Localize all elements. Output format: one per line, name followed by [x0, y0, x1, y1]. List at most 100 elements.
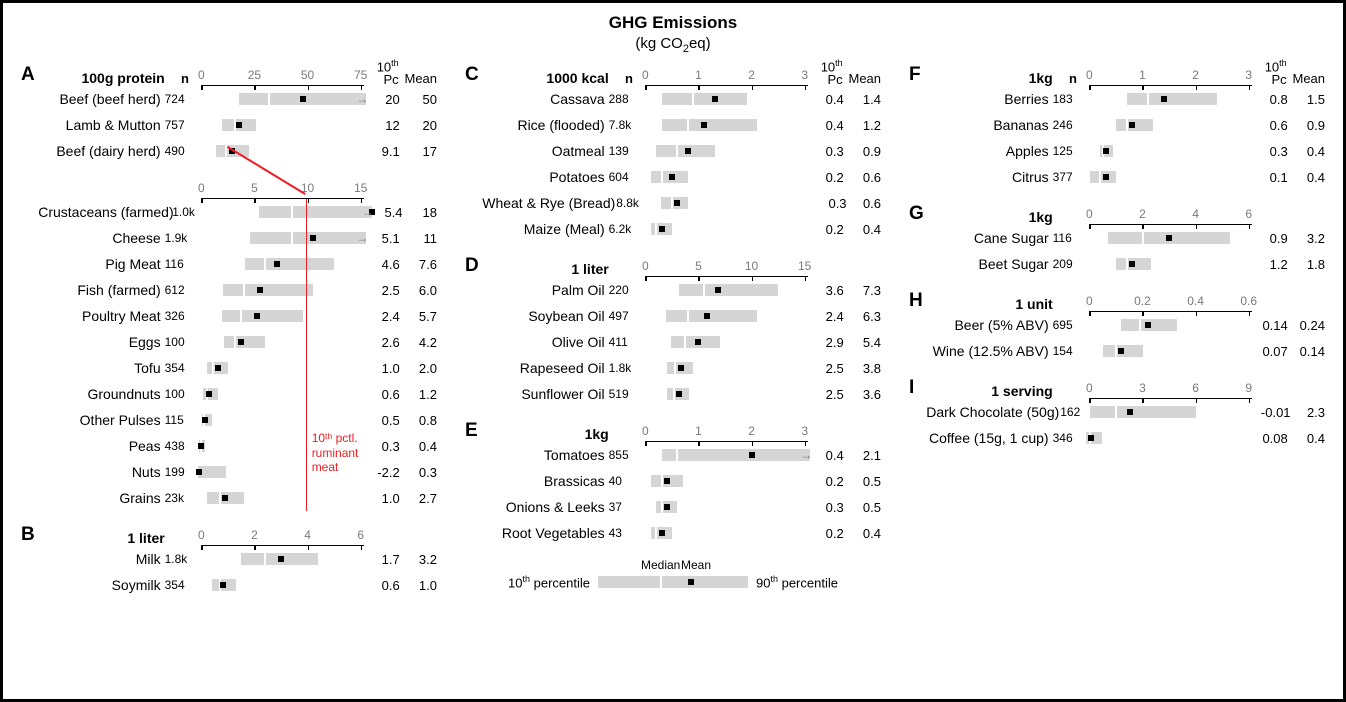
- bar-range: [224, 336, 265, 348]
- row-label: Fish (farmed): [40, 282, 165, 298]
- legend-bar: MedianMean: [598, 574, 748, 590]
- column-3: F1kgn012310thPcMeanBerries1830.81.5Banan…: [909, 59, 1325, 463]
- bar: →: [640, 447, 810, 463]
- data-row: Sunflower Oil5192.53.6: [465, 381, 881, 407]
- row-n: 326: [165, 309, 197, 323]
- row-mean: 1.2: [400, 387, 437, 402]
- data-row: Coffee (15g, 1 cup)3460.080.4: [909, 425, 1325, 451]
- axis-tick-label: 50: [301, 68, 314, 82]
- section-rows: Tomatoes855→0.42.1Brassicas400.20.5Onion…: [465, 442, 881, 546]
- row-chart-cell: [1084, 256, 1254, 272]
- axis: 00.20.40.6: [1089, 289, 1252, 312]
- data-row: Citrus3770.10.4: [909, 164, 1325, 190]
- ruminant-ref-line: [306, 199, 308, 511]
- section-header: D1 liter051015: [465, 254, 881, 277]
- axis: 0255075: [201, 63, 364, 86]
- axis-tick-label: 25: [248, 68, 261, 82]
- row-pc: 0.3: [366, 439, 400, 454]
- axis-cell: 0123: [1089, 63, 1252, 86]
- row-n: 6.2k: [609, 222, 641, 236]
- row-mean: 1.2: [844, 118, 881, 133]
- bar: [196, 256, 366, 272]
- row-n: 1.8k: [165, 552, 197, 566]
- row-pc: 0.4: [810, 448, 844, 463]
- axis-tick-label: 2: [748, 68, 755, 82]
- data-row: Apples1250.30.4: [909, 138, 1325, 164]
- col-header-pc: 10thPc: [364, 59, 399, 86]
- data-row: Berries1830.81.5: [909, 86, 1325, 112]
- data-row: Soymilk3540.61.0: [21, 572, 437, 598]
- row-n: 438: [165, 439, 197, 453]
- axis-tick-label: 9: [1245, 381, 1252, 395]
- bar: [196, 412, 366, 428]
- row-label: Tofu: [40, 360, 165, 376]
- row-chart-cell: [196, 143, 366, 159]
- axis-cell: 00.20.40.6: [1089, 289, 1252, 312]
- row-mean: 5.4: [844, 335, 881, 350]
- median-line: [1126, 256, 1128, 272]
- row-label: Grains: [40, 490, 165, 506]
- axis-tick-label: 0.4: [1187, 294, 1204, 308]
- axis-tick-label: 0: [642, 259, 649, 273]
- bar: [196, 551, 366, 567]
- section-unit-label: 1 liter: [40, 530, 169, 546]
- row-label: Wine (12.5% ABV): [928, 343, 1053, 359]
- legend-mean-label: Mean: [681, 558, 711, 572]
- mean-dot: [1103, 148, 1109, 154]
- row-n: 855: [609, 448, 641, 462]
- section-unit-label: 1kg: [928, 209, 1057, 225]
- bar: [1084, 169, 1254, 185]
- axis-tick-label: 10: [745, 259, 758, 273]
- data-row: Root Vegetables430.20.4: [465, 520, 881, 546]
- data-row: Wheat & Rye (Bread)8.8k0.30.6: [465, 190, 881, 216]
- row-pc: 2.4: [366, 309, 400, 324]
- row-pc: 5.1: [366, 231, 400, 246]
- bar-range: [259, 206, 372, 218]
- row-label: Soymilk: [40, 577, 165, 593]
- data-row: Pig Meat1164.67.6: [21, 251, 437, 277]
- row-pc: 2.9: [810, 335, 844, 350]
- row-mean: 1.8: [1288, 257, 1325, 272]
- row-pc: -0.01: [1260, 405, 1291, 420]
- section-letter: E: [465, 420, 484, 442]
- median-line: [1142, 230, 1144, 246]
- row-mean: 7.3: [844, 283, 881, 298]
- row-label: Beef (beef herd): [40, 91, 165, 107]
- row-mean: 0.5: [844, 474, 881, 489]
- row-pc: 2.5: [810, 387, 844, 402]
- row-pc: 1.7: [366, 552, 400, 567]
- section-a2: 051015Crustaceans (farmed)1.0k→5.418Chee…: [21, 176, 437, 511]
- data-row: Nuts199-2.20.3: [21, 459, 437, 485]
- median-line: [1115, 343, 1117, 359]
- row-n: 612: [165, 283, 197, 297]
- axis: 0369: [1089, 376, 1252, 399]
- section-unit-label: 1kg: [928, 70, 1057, 86]
- row-n: 246: [1053, 118, 1085, 132]
- row-mean: 2.7: [400, 491, 437, 506]
- row-label: Lamb & Mutton: [40, 117, 165, 133]
- row-label: Beer (5% ABV): [928, 317, 1053, 333]
- mean-dot: [1088, 435, 1094, 441]
- axis-tick-label: 2: [748, 424, 755, 438]
- row-mean: 11: [400, 231, 437, 246]
- row-chart-cell: [1084, 143, 1254, 159]
- bar: [1084, 343, 1254, 359]
- row-pc: 0.2: [810, 526, 844, 541]
- bar: [1090, 404, 1260, 420]
- row-label: Dark Chocolate (50g): [926, 404, 1060, 420]
- bar: →: [196, 91, 366, 107]
- row-chart-cell: →: [202, 204, 372, 220]
- axis-tick-label: 0: [1086, 381, 1093, 395]
- axis-tick-label: 3: [801, 424, 808, 438]
- axis: 0123: [1089, 63, 1252, 86]
- column-2: C1000 kcaln012310thPcMeanCassava2880.41.…: [465, 59, 881, 591]
- mean-dot: [685, 148, 691, 154]
- row-label: Olive Oil: [484, 334, 609, 350]
- row-n: 43: [609, 526, 641, 540]
- section-letter: D: [465, 255, 484, 277]
- axis-tick-label: 0: [198, 68, 205, 82]
- row-label: Cheese: [40, 230, 165, 246]
- median-line: [240, 308, 242, 324]
- row-chart-cell: [640, 221, 810, 237]
- row-mean: 2.1: [844, 448, 881, 463]
